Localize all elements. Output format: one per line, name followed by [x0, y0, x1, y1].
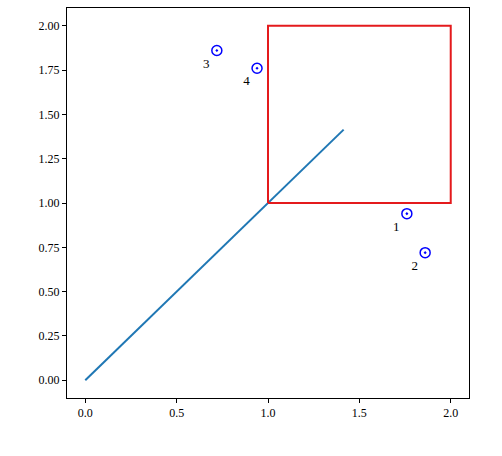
- svg-text:1.0: 1.0: [261, 406, 276, 420]
- svg-text:1: 1: [393, 219, 400, 234]
- svg-text:0.0: 0.0: [78, 406, 93, 420]
- svg-text:1.5: 1.5: [352, 406, 367, 420]
- svg-text:1.25: 1.25: [39, 152, 60, 166]
- svg-text:0.50: 0.50: [39, 285, 60, 299]
- svg-text:0.75: 0.75: [39, 241, 60, 255]
- svg-text:4: 4: [243, 73, 250, 88]
- svg-text:2.00: 2.00: [39, 19, 60, 33]
- svg-text:0.00: 0.00: [39, 373, 60, 387]
- svg-text:1.75: 1.75: [39, 63, 60, 77]
- svg-text:2.0: 2.0: [443, 406, 458, 420]
- svg-text:0.25: 0.25: [39, 329, 60, 343]
- svg-text:3: 3: [203, 56, 210, 71]
- svg-text:1.00: 1.00: [39, 196, 60, 210]
- svg-text:1.50: 1.50: [39, 108, 60, 122]
- svg-text:0.5: 0.5: [169, 406, 184, 420]
- svg-text:2: 2: [411, 258, 418, 273]
